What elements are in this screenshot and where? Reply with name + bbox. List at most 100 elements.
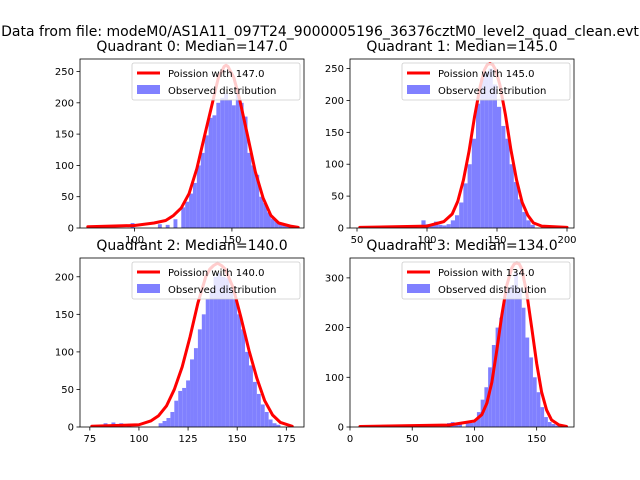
chart-1-legend: Poission with 145.0 Observed distribution [401,62,571,101]
chart-1-y-tick-label: 50 [331,192,344,203]
chart-2-observed-bar [166,417,171,427]
chart-2-observed-bar [241,329,246,427]
chart-0-observed-bar [173,219,178,228]
chart-1-axes-frame [349,58,575,229]
chart-1-x-tick-label: 100 [417,235,436,246]
chart-3-y-tick-label: 200 [325,323,344,334]
chart-1-observed-bar [509,164,514,228]
chart-1-y-tick-label: 200 [325,96,344,107]
chart-1-observed-bar [421,220,426,228]
chart-2-observed-bar [248,365,253,427]
chart-1-observed-bar [497,106,502,228]
chart-1-observed-bar [505,138,510,228]
chart-2-x-tick-label: 175 [277,434,296,445]
chart-0-observed-bar [200,152,205,228]
chart-3-observed-bar [476,412,481,427]
chart-2-legend-box [131,261,301,300]
chart-3-legend-poisson-label: Poission with 134.0 [438,268,534,279]
chart-2-observed-bar [197,329,202,427]
chart-3-observed-bar [473,421,477,427]
chart-3-y-tick-label: 300 [325,273,344,284]
chart-0-observed-bar [251,165,256,228]
chart-2-observed-bar [174,400,179,427]
chart-3-observed-bar [518,287,522,427]
chart-1-observed-bar [442,225,447,228]
chart-2-observed-bar [162,420,167,427]
chart-2-observed-bar [221,276,226,427]
chart-3-observed-bar [458,424,462,427]
chart-2-observed-bar [245,351,249,427]
chart-0-observed-bar [270,218,275,228]
chart-3-observed-bar [551,424,556,427]
chart-2-y-tick-label: 100 [55,347,74,358]
chart-1-observed-bar [530,224,535,228]
chart-3-observed-bar [555,425,560,427]
chart-1-x-tick-label: 50 [351,235,364,246]
chart-0-observed-bar [220,97,225,228]
chart-3-observed-bar [547,422,552,427]
chart-0-observed-bar [157,224,162,228]
chart-2-observed-bar [256,393,261,427]
chart-0-observed-bar [192,182,197,228]
chart-0-observed-bar [266,212,271,228]
chart-0-title: Quadrant 0: Median=147.0 [96,39,287,55]
chart-1-observed-bar [450,220,455,228]
chart-0-observed-bar [235,92,240,228]
chart-panel-0: 100 150 0 50 100 150 200 250 Quadrant 0: Median=… [55,39,305,246]
chart-2-observed-bar [190,359,194,427]
chart-0-observed-bar [259,196,264,228]
chart-3-observed-bar [510,285,515,427]
chart-0-axes-frame [79,58,305,229]
chart-0-legend-poisson-label: Poission with 147.0 [168,69,264,80]
chart-0-observed-bar [212,115,217,228]
chart-2-y-tick-label: 50 [61,385,74,396]
chart-3-axes-frame [349,257,575,428]
chart-2-observed-bar [276,424,281,427]
chart-0-x-tick-label: 100 [125,235,144,246]
chart-2-observed-bar [260,404,265,427]
chart-1-legend-observed-label: Observed distribution [438,86,546,97]
chart-1-observed-bar [501,125,506,228]
chart-1-observed-bar [480,78,485,228]
chart-1-observed-bar [438,224,443,228]
chart-0-observed-bar [243,116,248,228]
chart-1-plot-area [358,61,569,228]
chart-0-y-tick-label: 50 [61,192,74,203]
chart-1-y-tick-label: 150 [325,128,344,139]
chart-3-x-tick-label: 0 [347,434,353,445]
chart-2-observed-bar [252,381,257,427]
chart-1-observed-bar [513,182,518,228]
chart-0-observed-bar [282,224,287,228]
chart-1-x-tick-label: 200 [557,235,576,246]
chart-3-observed-bar [514,272,518,427]
chart-2-x-tick-label: 100 [129,434,148,445]
chart-2-title: Quadrant 2: Median=140.0 [96,238,287,254]
chart-3-y-tick-label: 100 [325,373,344,384]
chart-0-observed-bar [263,202,267,228]
chart-3-observed-bar [506,287,511,427]
chart-1-y-tick-label: 0 [338,224,344,235]
chart-0-observed-bar [255,174,260,228]
chart-3-observed-bar [529,357,533,427]
chart-3-x-tick-label: 100 [465,434,484,445]
chart-0-observed-bar [204,135,209,228]
chart-0-y-tick-label: 250 [55,67,74,78]
chart-2-axes-frame [79,257,305,428]
chart-2-x-tick-label: 150 [228,434,247,445]
chart-2-observed-bar [272,423,277,427]
chart-0-observed-bar [185,201,190,228]
chart-0-observed-bar [165,224,170,228]
chart-1-observed-bar [463,183,468,228]
chart-1-y-tick-label: 100 [325,160,344,171]
chart-1-observed-bar [526,220,531,228]
chart-3-observed-bar [540,407,545,427]
chart-3-legend-observed-swatch [407,284,430,293]
chart-2-observed-bar [237,314,242,427]
chart-1-observed-bar [471,138,476,228]
chart-3-legend-observed-label: Observed distribution [438,285,546,296]
chart-1-x-tick-label: 150 [487,235,506,246]
chart-1-observed-bar [484,71,489,228]
chart-0-observed-bar [231,105,236,228]
chart-1-observed-bar [455,215,460,228]
